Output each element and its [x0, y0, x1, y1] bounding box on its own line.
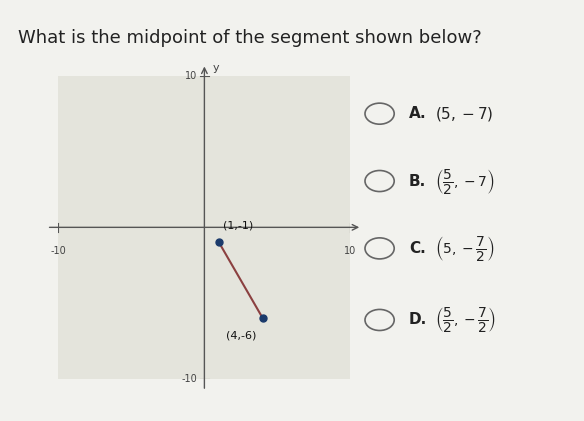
Text: B.: B. [409, 173, 426, 189]
Text: $\left(\dfrac{5}{2}, -\dfrac{7}{2}\right)$: $\left(\dfrac{5}{2}, -\dfrac{7}{2}\right… [435, 306, 496, 334]
Text: C.: C. [409, 241, 426, 256]
Text: y: y [213, 63, 220, 73]
Text: 10: 10 [345, 245, 356, 256]
Text: $\left(5, -\dfrac{7}{2}\right)$: $\left(5, -\dfrac{7}{2}\right)$ [435, 234, 495, 263]
Text: -10: -10 [51, 245, 66, 256]
Text: $(5, -7)$: $(5, -7)$ [435, 105, 493, 123]
Text: (4,-6): (4,-6) [227, 330, 257, 341]
Text: -10: -10 [182, 374, 197, 384]
Text: 10: 10 [185, 71, 197, 81]
Text: $\left(\dfrac{5}{2}, -7\right)$: $\left(\dfrac{5}{2}, -7\right)$ [435, 167, 495, 195]
Text: What is the midpoint of the segment shown below?: What is the midpoint of the segment show… [18, 29, 481, 48]
Text: D.: D. [409, 312, 427, 328]
Text: A.: A. [409, 106, 426, 121]
Text: (1,-1): (1,-1) [223, 220, 253, 230]
